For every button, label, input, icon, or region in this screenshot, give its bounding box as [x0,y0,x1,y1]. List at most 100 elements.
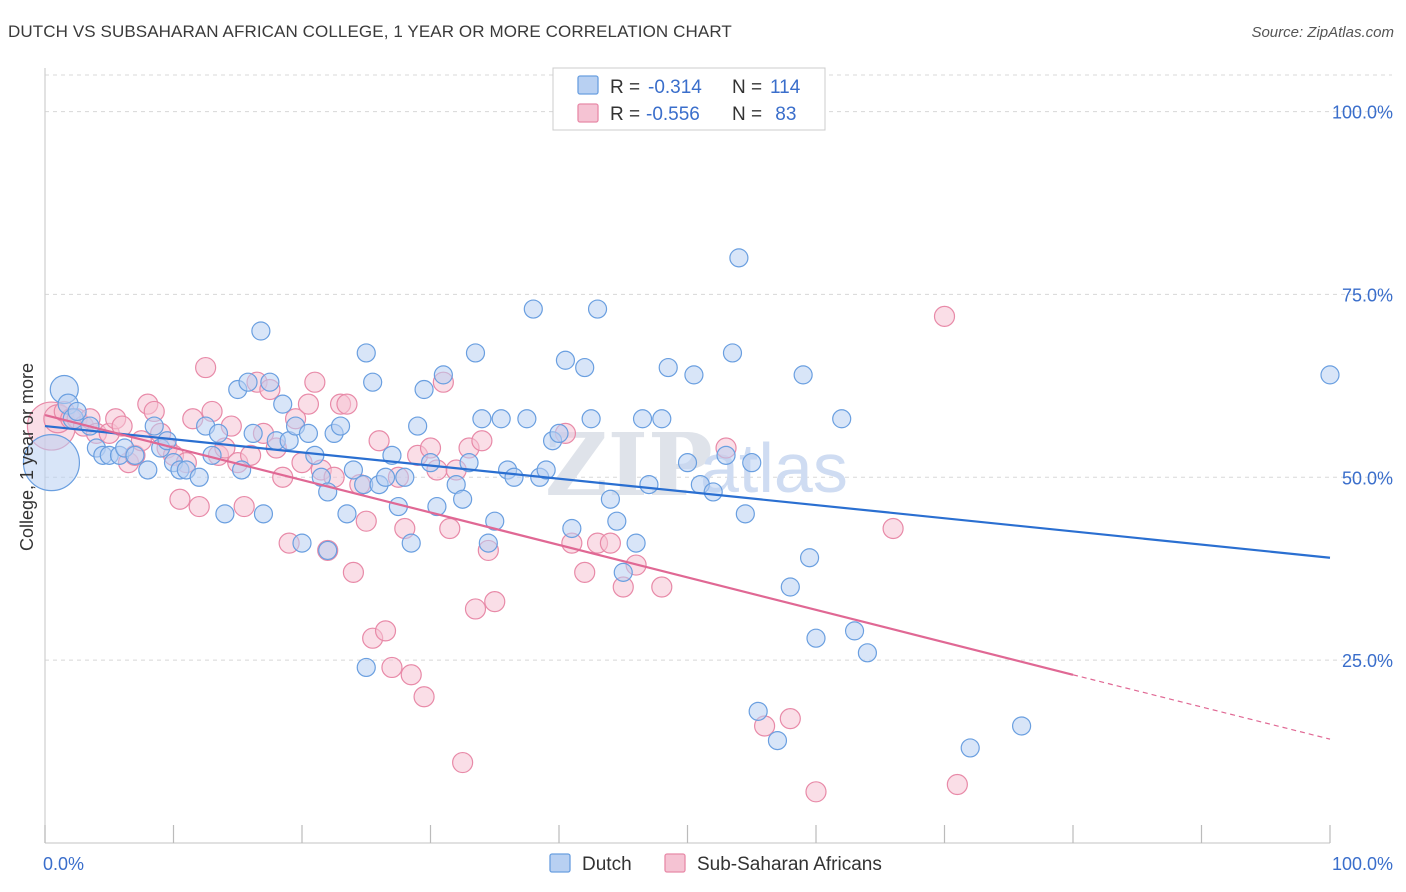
ssa-point-66 [471,430,493,452]
ssa-point-81 [882,517,904,540]
legend-swatch-ssa [577,103,599,123]
ssa-point-82 [933,305,956,327]
tick-labels: 25.0% 50.0% 75.0% 100.0% 0.0% 100.0% [43,103,1393,874]
dutch-point-27 [243,423,263,443]
dutch-point-53 [408,416,428,436]
dutch-point-102 [832,409,852,429]
dutch-point-62 [472,409,492,429]
dutch-point-76 [575,357,595,378]
dutch-point-98 [780,577,800,597]
dutch-point-28 [251,321,271,341]
bottom-legend: Dutch Sub-Saharan Africans [549,853,882,875]
dutch-point-80 [607,511,627,531]
dutch-point-39 [318,540,338,561]
dutch-point-82 [626,533,646,553]
legend-r-value-ssa: -0.556 [646,104,700,125]
dutch-point-85 [652,409,672,429]
ssa-point-45 [336,393,358,415]
y-tick-label-2: 75.0% [1342,285,1393,305]
dutch-point-43 [343,460,363,480]
legend-n-value-dutch: 114 [770,77,801,98]
dutch-point-100 [799,548,820,568]
dutch-point-101 [806,628,826,648]
dutch-point-32 [273,394,293,414]
dutch-point-61 [465,343,486,363]
dutch-point-63 [478,533,498,553]
dutch-point-35 [292,533,312,553]
dutch-point-95 [742,453,762,473]
dutch-point-81 [613,562,633,582]
dutch-point-97 [767,730,788,751]
ssa-point-79 [779,708,801,730]
chart-title: DUTCH VS SUBSAHARAN AFRICAN COLLEGE, 1 Y… [8,22,732,41]
dutch-point-79 [600,489,621,509]
dutch-point-46 [363,372,383,392]
dutch-point-57 [433,365,453,385]
ssa-point-80 [805,781,827,803]
dutch-point-108 [356,657,376,678]
legend-n-value-ssa: 83 [770,104,796,125]
dutch-point-22 [208,423,229,443]
dutch-point-64 [485,511,505,531]
dutch-point-75 [562,518,582,539]
gridlines [45,74,1392,661]
dutch-point-65 [491,409,511,429]
dutch-point-29 [253,504,274,524]
dutch-point-96 [748,701,768,721]
dutch-point-94 [735,504,755,524]
dutch-point-11 [125,445,145,465]
dutch-point-83 [632,409,653,429]
dutch-point-59 [453,489,473,509]
ssa-point-68 [484,591,506,613]
y-tick-label-0: 25.0% [1342,651,1393,671]
bottom-legend-label-ssa: Sub-Saharan Africans [697,854,882,875]
legend: R = -0.314 N = 114 R = -0.556 N = 83 [552,67,826,131]
dutch-point-41 [330,416,351,436]
ssa-point-40 [304,371,326,393]
dutch-point-90 [703,482,723,502]
dutch-point-19 [189,467,209,487]
legend-r-label-dutch: R = [610,77,645,98]
x-tick-label-1: 100.0% [1332,854,1393,874]
ssa-point-83 [946,773,968,796]
legend-n-label-dutch: N = [732,77,767,98]
dutch-point-13 [144,416,164,436]
dutch-point-0 [22,434,81,492]
dutch-point-55 [420,453,441,473]
trend-lines [44,414,1331,740]
legend-r-value-dutch: -0.314 [648,77,702,98]
dutch-trend-line [44,424,1331,559]
dutch-point-86 [658,357,678,378]
y-axis-label: College, 1 year or more [17,363,37,551]
ssa-point-46 [342,561,364,583]
dutch-point-67 [504,467,524,487]
dutch-point-68 [517,409,537,429]
ssa-point-52 [381,656,403,679]
dutch-point-49 [382,445,402,465]
ssa-point-29 [233,495,255,518]
bottom-legend-swatch-ssa [664,853,686,873]
bottom-legend-swatch-dutch [549,853,571,873]
bottom-legend-label-dutch: Dutch [582,854,632,875]
ssa-point-65 [464,598,487,620]
ssa-point-55 [400,664,422,686]
legend-swatch-dutch [577,75,599,95]
source-credit: Source: ZipAtlas.com [1251,24,1394,41]
ssa-point-48 [355,510,377,532]
dutch-point-69 [523,299,543,319]
ssa-point-73 [599,532,622,554]
ssa-point-50 [368,430,390,452]
ssa-point-30 [240,444,262,466]
dutch-point-105 [960,738,980,758]
dutch-point-36 [298,423,319,443]
dutch-point-99 [793,365,813,385]
ssa-point-23 [195,356,217,379]
ssa-point-76 [651,576,673,598]
dutch-point-48 [375,467,396,487]
ssa-point-19 [169,488,191,510]
y-tick-label-3: 100.0% [1332,103,1393,123]
dutch-point-106 [1011,716,1032,736]
dutch-point-45 [356,343,376,363]
y-tick-label-1: 50.0% [1342,468,1393,488]
dutch-point-26 [238,372,258,392]
